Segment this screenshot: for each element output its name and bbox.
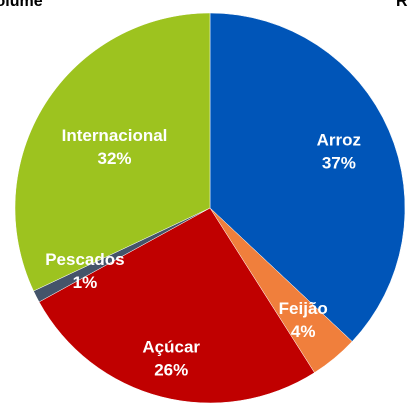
slice-label: Açúcar xyxy=(142,338,200,357)
slice-label: Feijão xyxy=(279,299,328,318)
slice-value-label: 1% xyxy=(73,273,98,292)
slice-value-label: 4% xyxy=(291,322,316,341)
slice-label: Pescados xyxy=(45,250,124,269)
slice-value-label: 32% xyxy=(97,149,131,168)
pie-slice xyxy=(209,12,406,342)
other-title: R xyxy=(396,0,408,10)
slice-label: Arroz xyxy=(317,131,361,150)
slice-value-label: 37% xyxy=(322,154,356,173)
chart-title: Volume xyxy=(0,0,43,10)
pie-slice xyxy=(38,207,315,404)
slice-value-label: 26% xyxy=(154,361,188,380)
slice-label: Internacional xyxy=(62,126,168,145)
pie-slice xyxy=(14,12,211,292)
